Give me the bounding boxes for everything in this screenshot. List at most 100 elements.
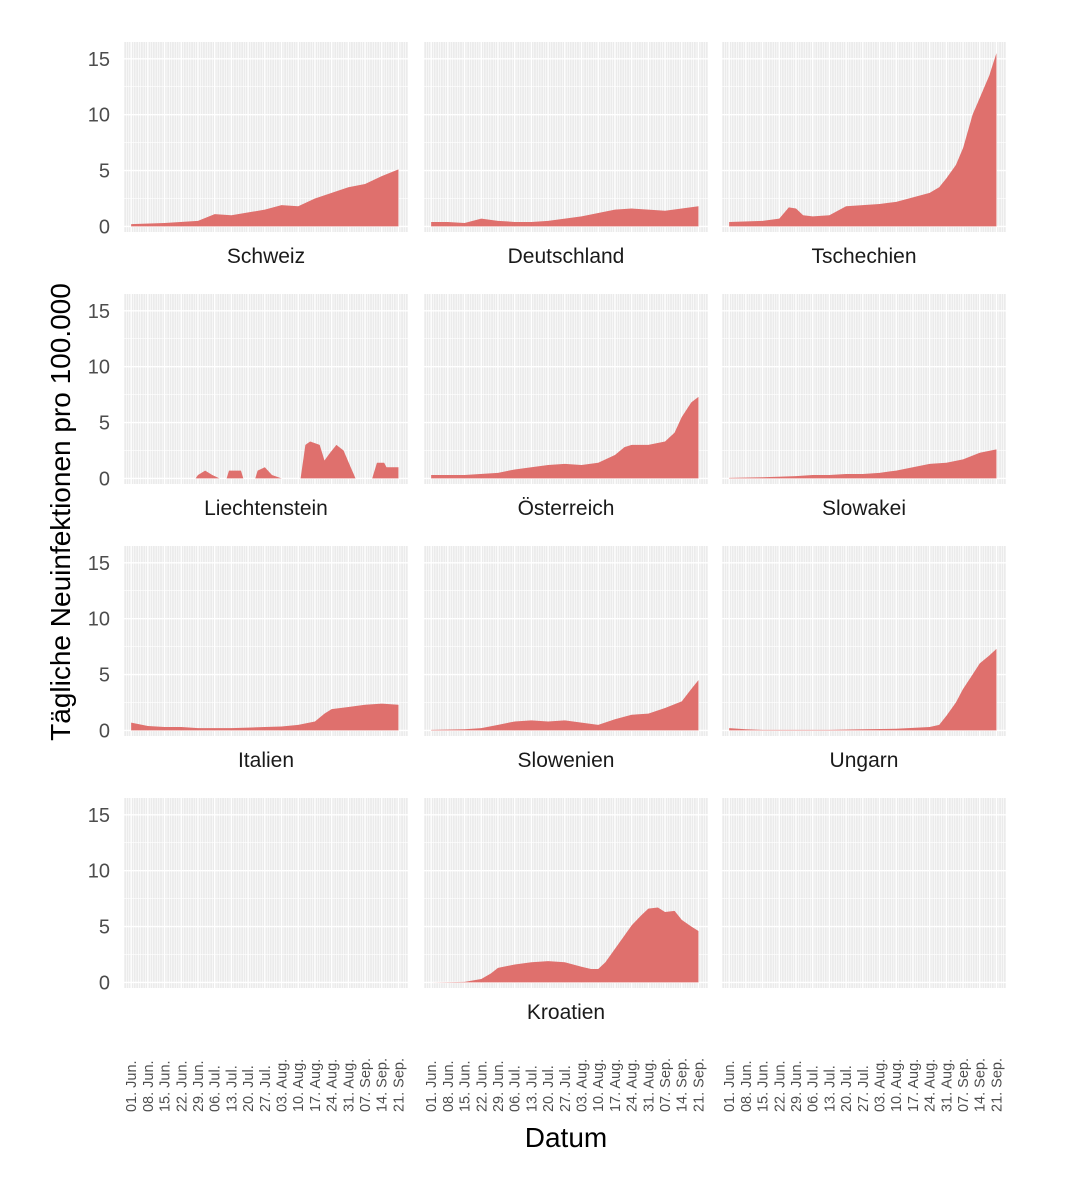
- panel-schweiz: Schweiz: [123, 42, 409, 268]
- x-tick-label: 21. Sep.: [989, 1058, 1005, 1112]
- x-tick-label: 15. Jun.: [756, 1060, 772, 1112]
- panel-background: [124, 546, 408, 736]
- x-tick-label: 15. Jun.: [158, 1060, 174, 1112]
- x-tick-label: 15. Jun.: [458, 1060, 474, 1112]
- x-tick-label: 13. Jul.: [822, 1065, 838, 1112]
- x-tick-label: 21. Sep.: [391, 1058, 407, 1112]
- x-tick-label: 27. Jul.: [258, 1065, 274, 1112]
- x-tick-label: 03. Aug.: [873, 1059, 889, 1112]
- panel-label: Liechtenstein: [204, 497, 328, 520]
- x-tick-label: 27. Jul.: [558, 1065, 574, 1112]
- panel-ungarn: Ungarn: [721, 546, 1007, 772]
- x-tick-label: 01. Jun.: [424, 1060, 440, 1112]
- area-series-schweiz: [131, 169, 399, 227]
- area-series-slowenien: [431, 680, 699, 731]
- panel-slowenien: Slowenien: [423, 546, 709, 772]
- panel-background: [424, 546, 708, 736]
- panel-label: Tschechien: [811, 245, 916, 268]
- panel-background: [124, 798, 408, 988]
- x-tick-label: 06. Jul.: [508, 1065, 524, 1112]
- area-series-liechtenstein: [131, 441, 399, 479]
- x-tick-label: 07. Sep.: [956, 1058, 972, 1112]
- y-axis-ticks: 0 5 10 15 0 5 10 15 0 5 10 15 0 5 10 15: [88, 49, 110, 995]
- y-tick-label: 0: [99, 468, 110, 490]
- x-tick-label: 17. Aug.: [308, 1059, 324, 1112]
- y-tick-label: 5: [99, 413, 110, 435]
- y-tick-label: 15: [88, 49, 110, 71]
- panel-background: [124, 294, 408, 484]
- panel-empty-9: [123, 798, 409, 988]
- x-tick-label: 20. Jul.: [839, 1065, 855, 1112]
- x-axis-ticks: 01. Jun. 08. Jun. 15. Jun. 22. Jun. 29. Jun.…: [124, 1058, 1005, 1112]
- x-tick-label: 31. Aug.: [939, 1059, 955, 1112]
- x-tick-label: 21. Sep.: [691, 1058, 707, 1112]
- x-tick-label: 22. Jun.: [772, 1060, 788, 1112]
- x-tick-label: 17. Aug.: [906, 1059, 922, 1112]
- x-tick-label: 10. Aug.: [291, 1059, 307, 1112]
- x-tick-label: 03. Aug.: [575, 1059, 591, 1112]
- x-tick-label: 01. Jun.: [124, 1060, 140, 1112]
- panel-label: Deutschland: [508, 245, 625, 268]
- x-tick-label: 13. Jul.: [224, 1065, 240, 1112]
- x-tick-label: 27. Jul.: [856, 1065, 872, 1112]
- y-tick-label: 15: [88, 805, 110, 827]
- y-tick-label: 15: [88, 301, 110, 323]
- y-tick-label: 10: [88, 609, 110, 631]
- panel-label: Kroatien: [527, 1001, 605, 1024]
- area-series-italien: [131, 703, 399, 731]
- x-tick-label: 14. Sep.: [675, 1058, 691, 1112]
- x-tick-label: 20. Jul.: [241, 1065, 257, 1112]
- y-tick-label: 15: [88, 553, 110, 575]
- y-tick-label: 5: [99, 665, 110, 687]
- y-tick-label: 0: [99, 972, 110, 994]
- y-tick-label: 10: [88, 861, 110, 883]
- panel-tschechien: Tschechien: [721, 42, 1007, 268]
- panel-label: Österreich: [518, 497, 615, 520]
- x-tick-label: 01. Jun.: [722, 1060, 738, 1112]
- x-tick-label: 22. Jun.: [174, 1060, 190, 1112]
- x-tick-label: 13. Jul.: [524, 1065, 540, 1112]
- y-tick-label: 10: [88, 105, 110, 127]
- x-tick-label: 20. Jul.: [541, 1065, 557, 1112]
- y-axis-title: Tägliche Neuinfektionen pro 100.000: [45, 283, 76, 741]
- y-tick-label: 10: [88, 357, 110, 379]
- panel-österreich: Österreich: [423, 294, 709, 520]
- panel-deutschland: Deutschland: [423, 42, 709, 268]
- x-axis-title: Datum: [525, 1122, 607, 1153]
- x-tick-label: 08. Jun.: [739, 1060, 755, 1112]
- panel-background: [424, 42, 708, 232]
- area-series-österreich: [431, 396, 699, 479]
- x-tick-label: 08. Jun.: [141, 1060, 157, 1112]
- panel-kroatien: Kroatien: [423, 798, 709, 1024]
- x-tick-label: 24. Aug.: [325, 1059, 341, 1112]
- x-tick-label: 10. Aug.: [889, 1059, 905, 1112]
- panel-slowakei: Slowakei: [721, 294, 1007, 520]
- x-tick-label: 10. Aug.: [591, 1059, 607, 1112]
- x-tick-label: 29. Jun.: [491, 1060, 507, 1112]
- y-tick-label: 0: [99, 720, 110, 742]
- x-tick-label: 14. Sep.: [375, 1058, 391, 1112]
- x-tick-label: 07. Sep.: [658, 1058, 674, 1112]
- x-tick-label: 24. Aug.: [625, 1059, 641, 1112]
- panel-italien: Italien: [123, 546, 409, 772]
- panels: Schweiz Deutschland Tschechien Liechtenstei…: [123, 42, 1007, 1024]
- panel-label: Ungarn: [830, 749, 899, 772]
- panel-label: Italien: [238, 749, 294, 772]
- y-tick-label: 5: [99, 161, 110, 183]
- x-tick-label: 24. Aug.: [923, 1059, 939, 1112]
- x-tick-label: 06. Jul.: [208, 1065, 224, 1112]
- x-tick-label: 31. Aug.: [341, 1059, 357, 1112]
- x-tick-label: 31. Aug.: [641, 1059, 657, 1112]
- area-series-tschechien: [729, 53, 997, 227]
- area-series-kroatien: [431, 907, 699, 983]
- x-tick-label: 14. Sep.: [973, 1058, 989, 1112]
- x-tick-label: 07. Sep.: [358, 1058, 374, 1112]
- area-series-deutschland: [431, 206, 699, 227]
- y-tick-label: 5: [99, 917, 110, 939]
- panel-empty-11: [721, 798, 1007, 988]
- x-tick-label: 08. Jun.: [441, 1060, 457, 1112]
- panel-liechtenstein: Liechtenstein: [123, 294, 409, 520]
- area-series-slowakei: [729, 449, 997, 479]
- y-tick-label: 0: [99, 216, 110, 238]
